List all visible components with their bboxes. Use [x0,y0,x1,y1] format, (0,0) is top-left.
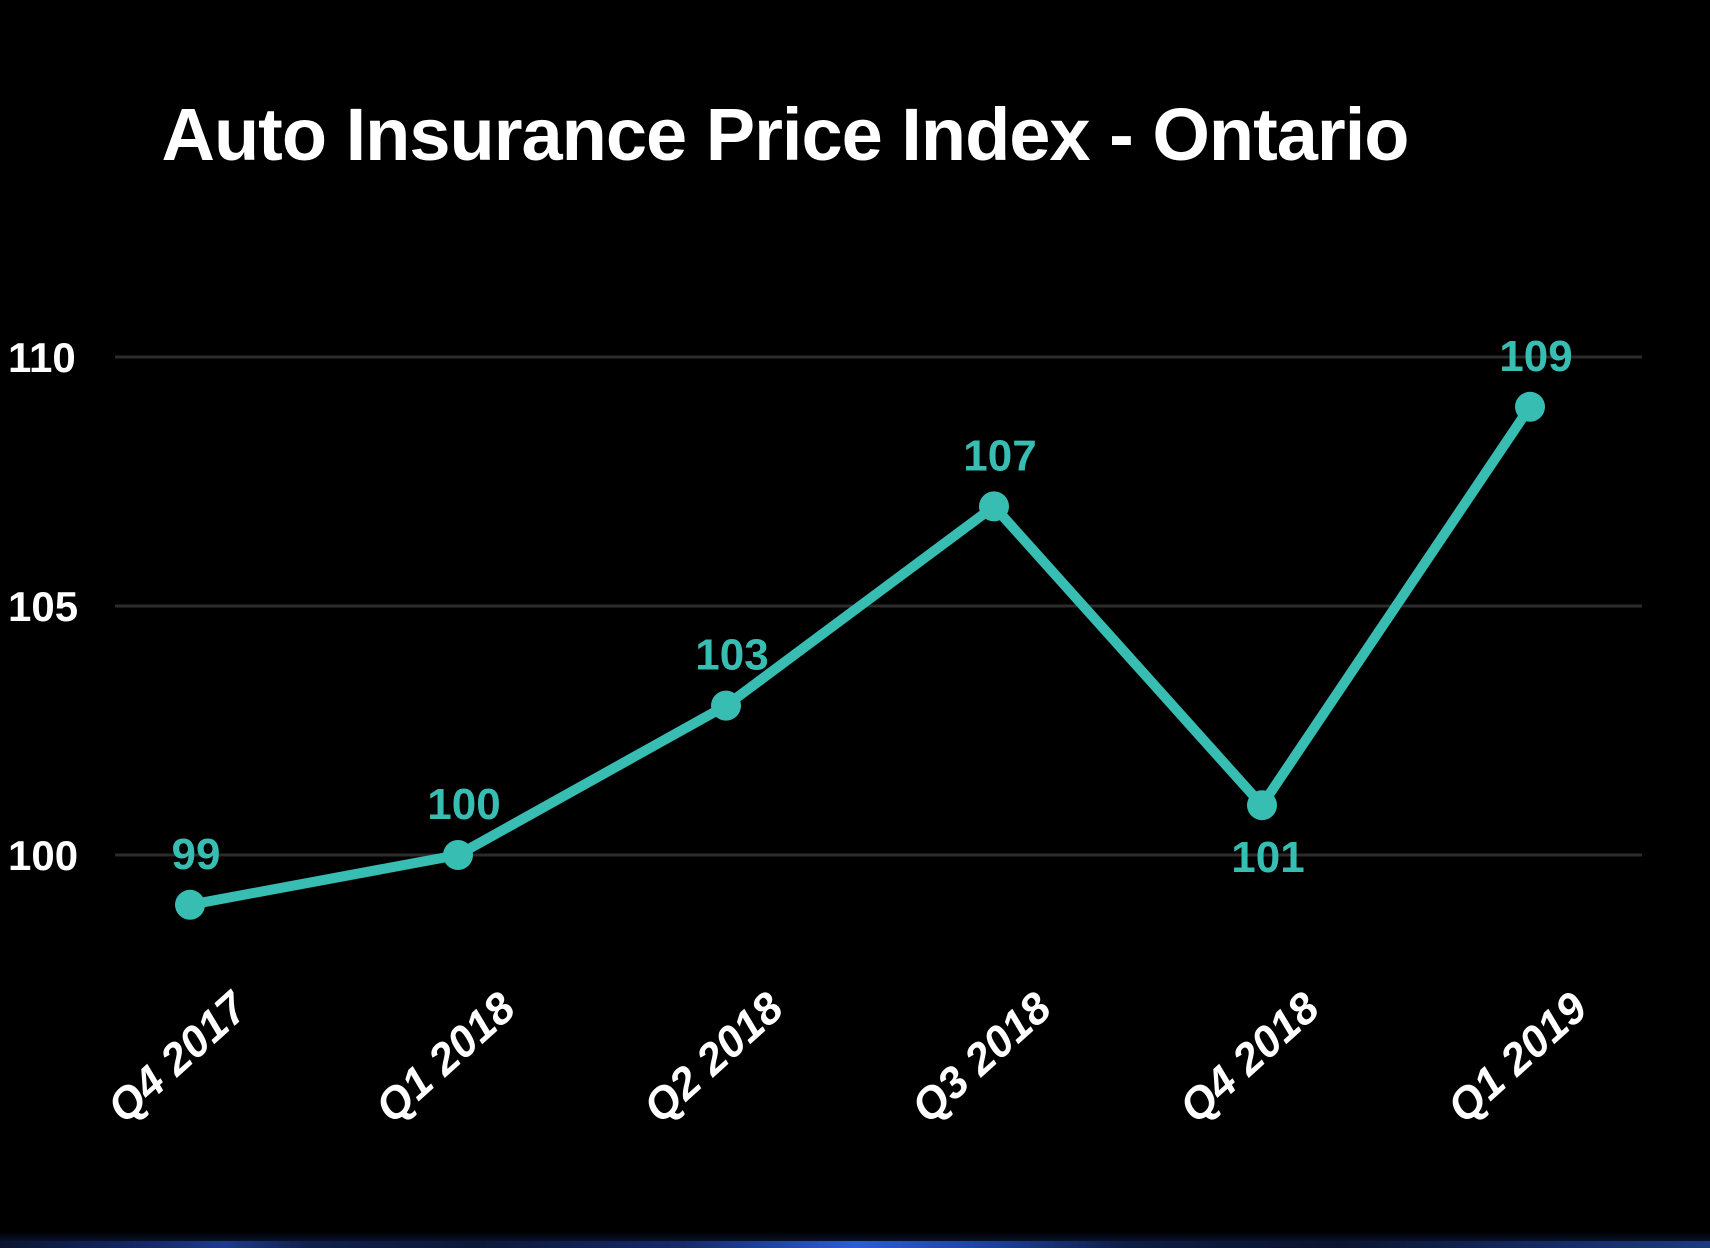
price-index-line [185,401,1535,910]
bottom-edge-strip [0,1241,1710,1248]
x-axis-label-q1-2019: Q1 2019 [1438,983,1597,1133]
x-axis-label-q4-2017: Q4 2017 [98,981,258,1132]
data-point-q4-2018[interactable] [1247,790,1277,821]
x-axis-label-q4-2018: Q4 2018 [1170,983,1329,1133]
data-point-label-q4-2017: 99 [172,830,221,879]
x-axis-label-q3-2018: Q3 2018 [902,983,1061,1133]
x-axis-label-q1-2018: Q1 2018 [366,983,525,1133]
data-point-label-q3-2018: 107 [963,431,1036,480]
y-axis-label-110: 110 [8,334,76,381]
data-point-label-q1-2019: 109 [1499,332,1572,381]
data-point-label-q2-2018: 103 [695,631,768,680]
data-point-q4-2017[interactable] [175,889,205,920]
data-point-label-q4-2018: 101 [1231,833,1304,882]
data-point-q2-2018[interactable] [711,690,741,721]
bottom-strip-fade [0,1232,1710,1241]
x-axis-label-q2-2018: Q2 2018 [634,983,793,1133]
data-point-q1-2018[interactable] [443,840,473,870]
y-axis-label-105: 105 [8,583,78,630]
data-point-q3-2018[interactable] [979,491,1009,522]
chart-title: Auto Insurance Price Index - Ontario [161,93,1410,176]
data-point-q1-2019[interactable] [1515,391,1545,422]
data-point-label-q1-2018: 100 [427,780,500,829]
y-axis-label-100: 100 [8,832,78,879]
